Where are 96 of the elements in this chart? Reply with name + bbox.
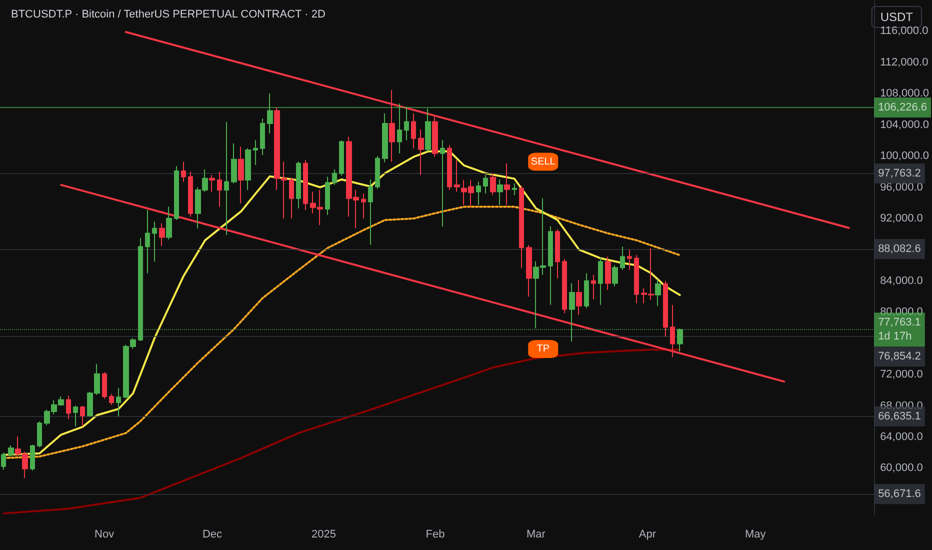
candlestick: [526, 244, 532, 298]
annotation: TP: [536, 344, 550, 355]
ref-line-label: 88,082.6: [878, 243, 921, 256]
y-tick-label: 80,000.0: [880, 306, 923, 318]
candlestick: [584, 272, 589, 309]
y-axis-title: USDT: [880, 10, 914, 24]
candlestick: [8, 445, 14, 457]
candlestick: [389, 90, 395, 162]
candlestick: [361, 193, 366, 219]
candlestick: [159, 222, 165, 246]
y-tick-label: 68,000.0: [880, 400, 923, 412]
candlestick: [418, 128, 424, 176]
x-tick-label: 2025: [311, 528, 336, 540]
candlestick: [670, 304, 675, 358]
ref-line-label: 76,854.2: [878, 350, 921, 363]
candlestick: [174, 166, 179, 221]
candlestick: [145, 209, 150, 274]
x-tick-label: Nov: [94, 528, 115, 540]
candlestick: [512, 182, 517, 196]
candlestick: [497, 178, 503, 206]
candlestick: [231, 142, 237, 184]
candlestick: [447, 144, 452, 191]
candlestick: [102, 372, 107, 400]
candlestick: [432, 116, 438, 158]
candlestick: [548, 226, 553, 306]
candlestick: [332, 168, 337, 186]
candlestick: [303, 160, 308, 210]
y-tick-label: 112,000.0: [880, 56, 928, 68]
candlestick: [411, 112, 416, 149]
y-tick-label: 116,000.0: [880, 25, 928, 38]
y-tick-label: 108,000.0: [880, 88, 929, 100]
candlestick: [555, 228, 560, 279]
y-tick-label: 64,000.0: [880, 430, 923, 443]
candlestick: [166, 206, 172, 240]
candlestick: [562, 258, 567, 314]
candlestick: [375, 156, 380, 190]
x-tick-label: May: [744, 528, 766, 540]
candlestick: [37, 420, 42, 448]
candlestick: [368, 178, 373, 246]
ref-line-label: 56,671.6: [878, 488, 921, 500]
x-tick-label: Feb: [426, 528, 445, 540]
candlestick: [217, 171, 222, 208]
text: BTCUSDT.P · Bitcoin / TetherUS PERPETUAL CONTRACT · 2D: [11, 8, 326, 20]
candlestick: [519, 185, 524, 269]
x-tick-label: Apr: [638, 528, 656, 540]
candlestick: [224, 121, 229, 236]
candlestick: [209, 174, 215, 192]
candlestick: [289, 177, 294, 219]
y-tick-label: 60,000.0: [880, 462, 923, 474]
candlestick: [483, 174, 488, 194]
candlestick: [181, 161, 186, 182]
candlestick: [116, 388, 121, 417]
candlestick: [490, 172, 496, 196]
candlestick: [238, 146, 244, 204]
candlestick: [655, 278, 661, 306]
candlestick: [440, 140, 445, 228]
candlestick: [66, 395, 71, 420]
x-tick-label: Mar: [526, 528, 546, 540]
candlestick: [605, 256, 611, 290]
candlestick: [30, 444, 35, 472]
candlestick: [325, 176, 330, 216]
y-tick-label: 104,000.0: [880, 118, 929, 131]
candlestick: [253, 140, 258, 166]
candlestick: [80, 405, 85, 427]
candlestick: [591, 274, 596, 300]
candlestick: [663, 280, 668, 338]
candlestick: [476, 181, 481, 206]
candlestick: [339, 140, 344, 176]
y-tick-label: 96,000.0: [880, 181, 923, 194]
y-tick-label: 84,000.0: [880, 274, 923, 287]
ref-line-label: 97,763.2: [878, 168, 921, 180]
candlestick: [1, 452, 6, 470]
y-tick-label: 72,000.0: [880, 368, 923, 381]
annotation: SELL: [530, 156, 556, 168]
candlestick: [73, 405, 78, 427]
candlestick: [620, 246, 625, 270]
candlestick: [454, 160, 460, 192]
ref-line-label: 66,635.1: [878, 410, 921, 422]
candlestick: [109, 394, 114, 406]
candlestick: [152, 221, 157, 262]
x-tick-label: Dec: [202, 528, 222, 540]
ref-line-label: 77,763.1 1d 17h: [878, 316, 921, 343]
ref-line-label: 106,226.6: [878, 101, 927, 114]
y-tick-label: 100,000.0: [880, 150, 929, 162]
y-tick-label: 92,000.0: [880, 212, 923, 224]
candlestick: [188, 171, 193, 218]
candlestick: [296, 161, 301, 209]
candlestick: [612, 264, 618, 287]
candlestick: [245, 148, 251, 191]
candlestick: [627, 249, 632, 270]
candlestick: [504, 162, 510, 206]
candlestick: [382, 112, 388, 163]
candlestick: [260, 118, 265, 156]
candlestick: [598, 257, 603, 306]
candlestick: [634, 254, 639, 304]
candlestick: [576, 279, 582, 316]
